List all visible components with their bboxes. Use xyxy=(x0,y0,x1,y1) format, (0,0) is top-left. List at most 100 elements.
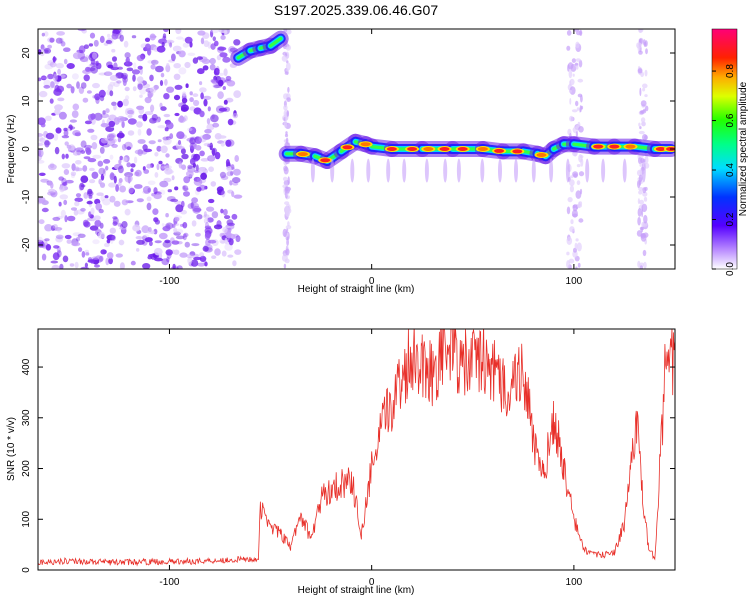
heatmap-noise-cell xyxy=(85,55,89,63)
heatmap-noise-cell xyxy=(209,142,213,151)
heatmap-noise-cell xyxy=(40,123,46,128)
heatmap-noise xyxy=(38,29,650,269)
heatmap-noise-cell xyxy=(48,188,56,194)
heatmap-noise-cell xyxy=(74,166,80,172)
heatmap-noise-cell xyxy=(118,239,125,246)
heatmap-noise-cell xyxy=(76,81,80,89)
heatmap-noise-cell xyxy=(119,34,124,42)
heatmap-noise-cell xyxy=(66,239,72,244)
heatmap-noise-cell xyxy=(202,245,209,252)
heatmap-noise-cell xyxy=(638,187,644,191)
heatmap-noise-cell xyxy=(49,162,55,169)
heatmap-noise-cell xyxy=(192,93,199,98)
heatmap-noise-cell xyxy=(111,235,116,241)
heatmap-noise-cell xyxy=(38,136,44,142)
heatmap-noise-cell xyxy=(63,199,68,206)
heatmap-noise-cell xyxy=(643,39,646,46)
spectrogram-ytick-label: 0 xyxy=(21,146,32,152)
heatmap-noise-cell xyxy=(164,167,173,175)
heatmap-noise-cell xyxy=(197,30,206,36)
colorbar-tick-label: 0.4 xyxy=(725,163,736,177)
heatmap-noise-cell xyxy=(185,170,194,178)
heatmap-noise-cell xyxy=(64,141,69,146)
heatmap-noise-cell xyxy=(143,169,150,174)
heatmap-noise-cell xyxy=(130,163,136,168)
heatmap-noise-cell xyxy=(98,255,104,262)
heatmap-noise-cell xyxy=(111,143,118,148)
heatmap-noise-cell xyxy=(89,32,96,39)
heatmap-noise-cell xyxy=(88,43,94,47)
heatmap-noise-cell xyxy=(63,58,68,65)
heatmap-noise-cell xyxy=(126,162,131,168)
heatmap-noise-cell xyxy=(164,79,168,86)
heatmap-noise-cell xyxy=(192,205,202,214)
heatmap-noise-cell xyxy=(38,239,44,245)
heatmap-noise-cell xyxy=(284,133,289,138)
heatmap-noise-cell xyxy=(173,73,181,81)
heatmap-noise-cell xyxy=(105,165,109,171)
heatmap-noise-cell xyxy=(567,64,570,72)
heatmap-noise-cell xyxy=(124,52,131,59)
heatmap-noise-cell xyxy=(61,177,67,186)
heatmap-noise-cell xyxy=(216,186,224,193)
heatmap-noise-cell xyxy=(194,136,200,141)
heatmap-noise-cell xyxy=(149,33,156,41)
snr-ytick-label: 0 xyxy=(21,567,32,573)
heatmap-noise-cell xyxy=(49,98,54,104)
heatmap-noise-cell xyxy=(572,73,575,77)
heatmap-noise-cell xyxy=(148,140,156,145)
heatmap-noise-cell xyxy=(576,242,582,252)
heatmap-noise-cell xyxy=(181,153,189,160)
heatmap-noise-cell xyxy=(232,260,237,267)
snr-y-label: SNR (10 * v/v) xyxy=(6,417,17,481)
heatmap-noise-cell xyxy=(166,196,176,202)
heatmap-noise-cell xyxy=(65,179,74,184)
heatmap-noise-cell xyxy=(91,171,99,179)
heatmap-noise-cell xyxy=(208,198,215,204)
heatmap-noise-cell xyxy=(93,39,99,47)
heatmap-noise-cell xyxy=(638,29,643,33)
heatmap-noise-cell xyxy=(177,140,182,145)
heatmap-noise-cell xyxy=(38,77,42,82)
heatmap-noise-cell xyxy=(174,112,180,117)
heatmap-noise-cell xyxy=(576,164,581,168)
heatmap-noise-cell xyxy=(119,155,123,161)
heatmap-noise-cell xyxy=(153,247,163,256)
heatmap-noise-cell xyxy=(567,197,573,203)
heatmap-noise-cell xyxy=(183,176,191,184)
heatmap-noise-cell xyxy=(75,237,81,242)
heatmap-noise-cell xyxy=(211,148,216,156)
heatmap-noise-cell xyxy=(100,123,109,128)
heatmap-noise-cell xyxy=(55,234,64,240)
heatmap-noise-cell xyxy=(143,234,150,238)
heatmap-noise-cell xyxy=(63,130,69,137)
heatmap-noise-cell xyxy=(210,114,219,123)
heatmap-noise-cell xyxy=(78,45,86,54)
heatmap-noise-cell xyxy=(573,247,577,253)
heatmap-noise-cell xyxy=(198,166,206,175)
heatmap-noise-cell xyxy=(172,45,182,52)
heatmap-noise-cell xyxy=(81,29,87,34)
heatmap-noise-cell xyxy=(144,43,151,52)
heatmap-noise-cell xyxy=(165,39,175,44)
heatmap-noise-cell xyxy=(50,182,54,189)
heatmap-noise-cell xyxy=(200,158,209,162)
heatmap-noise-cell xyxy=(80,150,86,154)
heatmap-noise-cell xyxy=(642,249,647,257)
heatmap-noise-cell xyxy=(286,208,289,218)
heatmap-noise-cell xyxy=(190,259,199,267)
heatmap-noise-cell xyxy=(56,245,61,254)
heatmap-noise-cell xyxy=(283,119,288,128)
heatmap-noise-cell xyxy=(189,91,193,96)
heatmap-noise-cell xyxy=(575,131,579,138)
heatmap-noise-cell xyxy=(41,207,49,213)
heatmap-noise-cell xyxy=(85,147,91,153)
heatmap-noise-cell xyxy=(219,52,228,58)
heatmap-noise-cell xyxy=(193,99,200,107)
heatmap-noise-cell xyxy=(41,32,45,37)
heatmap-noise-cell xyxy=(637,68,643,74)
heatmap-noise-cell xyxy=(424,158,429,183)
heatmap-noise-cell xyxy=(161,223,165,227)
heatmap-noise-cell xyxy=(223,68,228,77)
heatmap-noise-cell xyxy=(151,114,158,121)
